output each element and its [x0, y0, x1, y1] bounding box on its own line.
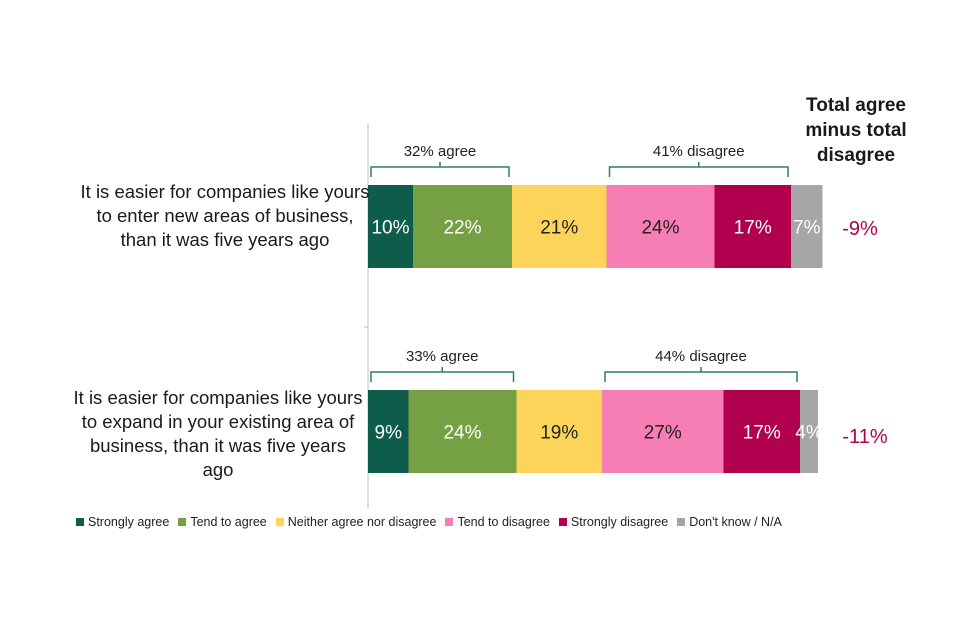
legend-label: Tend to disagree [457, 515, 550, 529]
legend-swatch [76, 518, 84, 526]
data-label: 10% [371, 218, 409, 239]
data-label: 7% [793, 218, 821, 239]
legend-item-neither: Neither agree nor disagree [275, 515, 437, 529]
bracket [604, 367, 798, 382]
bar-segment-strongly-agree [368, 185, 413, 268]
bracket-label: 33% agree [406, 348, 479, 365]
data-label: 19% [540, 423, 578, 444]
legend-label: Neither agree nor disagree [287, 515, 437, 529]
legend: Strongly agree Tend to agree Neither agr… [76, 515, 791, 529]
legend-label: Strongly agree [88, 515, 170, 529]
bar-segment-tend-to-disagree [606, 185, 715, 268]
legend-label: Tend to agree [190, 515, 267, 529]
legend-item-tend-to-agree: Tend to agree [178, 515, 267, 529]
legend-swatch [445, 518, 454, 526]
category-label-2: It is easier for companies like yours to… [73, 387, 363, 480]
bar-segment-don-t-know-n-a [791, 185, 823, 268]
bar-segment-strongly-agree [368, 390, 409, 473]
bar-segment-tend-to-disagree [602, 390, 724, 473]
bar-segment-neither-agree-nor-disagree [512, 185, 607, 268]
legend-swatch [677, 518, 686, 526]
data-label: 4% [795, 423, 823, 444]
net-score-header: Total agree minus total disagree [805, 95, 907, 166]
data-label: 24% [641, 218, 679, 239]
bar-segment-don-t-know-n-a [800, 390, 818, 473]
bracket [370, 367, 515, 382]
data-label: 27% [644, 423, 682, 444]
bar-segment-strongly-disagree [723, 390, 800, 473]
legend-swatch [558, 518, 567, 526]
bar-segment-neither-agree-nor-disagree [516, 390, 602, 473]
category-label-1: It is easier for companies like yours to… [80, 181, 370, 250]
legend-item-dont-know: Don't know / N/A [677, 515, 782, 529]
bracket [608, 162, 789, 177]
legend-item-strongly-agree: Strongly agree [76, 515, 169, 529]
data-label: 22% [443, 218, 481, 239]
legend-item-tend-to-disagree: Tend to disagree [445, 515, 550, 529]
legend-item-strongly-disagree: Strongly disagree [558, 515, 669, 529]
legend-label: Strongly disagree [570, 515, 669, 529]
data-label: 21% [540, 218, 578, 239]
bar-segment-strongly-disagree [714, 185, 791, 268]
data-label: 17% [743, 423, 781, 444]
bracket-label: 32% agree [404, 143, 477, 160]
legend-swatch [178, 518, 187, 526]
bar-segment-tend-to-agree [408, 390, 517, 473]
bar-segment-tend-to-agree [413, 185, 512, 268]
data-label: 24% [443, 423, 481, 444]
data-label: 17% [734, 218, 772, 239]
bracket [370, 162, 510, 177]
data-label: 9% [375, 423, 403, 444]
bracket-label: 44% disagree [655, 348, 747, 365]
legend-swatch [275, 518, 284, 526]
legend-label: Don't know / N/A [689, 515, 782, 529]
net-value-2: -11% [842, 426, 888, 448]
net-value-1: -9% [842, 218, 878, 240]
bracket-label: 41% disagree [653, 143, 745, 160]
